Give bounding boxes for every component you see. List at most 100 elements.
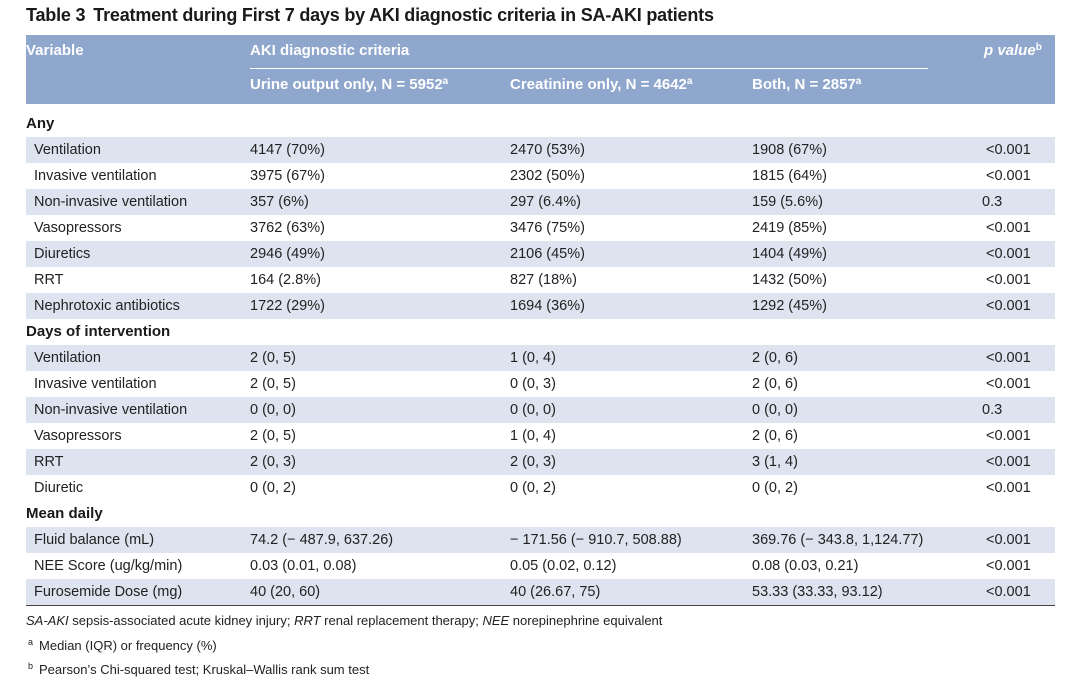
row-label: NEE Score (ug/kg/min) (34, 558, 183, 574)
table-cell: 2419 (85%) (752, 220, 827, 236)
table-cell: 159 (5.6%) (752, 194, 823, 210)
table-cell: 1 (0, 4) (510, 350, 556, 366)
table-cell: 4147 (70%) (250, 142, 325, 158)
table-row: Furosemide Dose (mg) 40 (20, 60) 40 (26.67… (26, 579, 1055, 605)
table-row: RRT 2 (0, 3) 2 (0, 3) 3 (1, 4) <0.001 (26, 449, 1055, 475)
p-value-cell: 0.3 (982, 402, 1003, 418)
table-cell: 0 (0, 3) (510, 376, 556, 392)
table-cell: 40 (26.67, 75) (510, 584, 601, 600)
table-cell: 3975 (67%) (250, 168, 325, 184)
p-value-cell: <0.001 (986, 350, 1031, 366)
table-cell: 0 (0, 2) (752, 480, 798, 496)
header-pvalue-mark: b (1035, 42, 1042, 53)
table-cell: 2302 (50%) (510, 168, 585, 184)
section-heading: Days of intervention (26, 323, 171, 340)
p-value-cell: <0.001 (986, 532, 1031, 548)
p-value-cell: <0.001 (986, 428, 1031, 444)
header-col2-mark: a (686, 76, 693, 87)
table-cell: 0.03 (0.01, 0.08) (250, 558, 357, 574)
table-row: Ventilation 4147 (70%) 2470 (53%) 1908 (67%… (26, 137, 1055, 163)
footnote-text: Median (IQR) or frequency (%) (39, 638, 217, 653)
section-heading: Any (26, 115, 55, 132)
table-cell: 2 (0, 5) (250, 376, 296, 392)
table-header: Variable AKI diagnostic criteria p value… (26, 35, 1055, 104)
table-cell: 3 (1, 4) (752, 454, 798, 470)
row-label: Non-invasive ventilation (34, 194, 188, 210)
p-value-cell: <0.001 (986, 454, 1031, 470)
p-value-cell: <0.001 (986, 220, 1031, 236)
table-cell: 2470 (53%) (510, 142, 585, 158)
header-pvalue: p valueb (984, 42, 1042, 59)
header-col3: Both, N = 2857a (752, 76, 861, 93)
row-label: RRT (34, 454, 64, 470)
table-number: Table 3 (26, 5, 86, 25)
header-variable: Variable (26, 42, 84, 59)
header-col1-text: Urine output only, N = 5952 (250, 76, 443, 93)
table-row: Invasive ventilation 3975 (67%) 2302 (50%)… (26, 163, 1055, 189)
table-cell: 2 (0, 6) (752, 376, 798, 392)
table-cell: 297 (6.4%) (510, 194, 581, 210)
header-pvalue-text: p value (984, 42, 1036, 59)
table-cell: 357 (6%) (250, 194, 309, 210)
table-cell: 3476 (75%) (510, 220, 585, 236)
table-cell: 2946 (49%) (250, 246, 325, 262)
row-label: Ventilation (34, 350, 101, 366)
row-label: Invasive ventilation (34, 376, 157, 392)
row-label: Invasive ventilation (34, 168, 157, 184)
p-value-cell: <0.001 (986, 246, 1031, 262)
table-cell: 827 (18%) (510, 272, 577, 288)
table-cell: 1815 (64%) (752, 168, 827, 184)
table-cell: 1722 (29%) (250, 298, 325, 314)
abbr-text: norepinephrine equivalent (509, 613, 663, 628)
footnote-b: b Pearson’s Chi-squared test; Kruskal–Wal… (26, 661, 369, 677)
row-label: Furosemide Dose (mg) (34, 584, 183, 600)
table-cell: 0.05 (0.02, 0.12) (510, 558, 617, 574)
header-divider (250, 68, 928, 69)
table-row: Vasopressors 2 (0, 5) 1 (0, 4) 2 (0, 6) <0.0… (26, 423, 1055, 449)
table-cell: 1292 (45%) (752, 298, 827, 314)
row-label: Diuretics (34, 246, 91, 262)
table-row: Diuretics 2946 (49%) 2106 (45%) 1404 (49%) <… (26, 241, 1055, 267)
footnote-abbreviations: SA-AKI sepsis-associated acute kidney in… (26, 613, 662, 628)
table-cell: − 171.56 (− 910.7, 508.88) (510, 532, 682, 548)
row-label: Diuretic (34, 480, 84, 496)
row-label: RRT (34, 272, 64, 288)
table-cell: 0 (0, 0) (250, 402, 296, 418)
table-cell: 2 (0, 6) (752, 428, 798, 444)
table-cell: 1404 (49%) (752, 246, 827, 262)
p-value-cell: 0.3 (982, 194, 1003, 210)
footnote-mark: a (28, 637, 34, 647)
table-row: Nephrotoxic antibiotics 1722 (29%) 1694 (3… (26, 293, 1055, 319)
table-caption: Table 3 Treatment during First 7 days by … (26, 5, 714, 26)
table-cell: 0 (0, 0) (510, 402, 556, 418)
table-cell: 2 (0, 5) (250, 428, 296, 444)
p-value-cell: <0.001 (986, 142, 1031, 158)
table-cell: 2 (0, 3) (250, 454, 296, 470)
table-cell: 74.2 (− 487.9, 637.26) (250, 532, 394, 548)
footnote-mark: b (28, 661, 34, 671)
table-cell: 2 (0, 5) (250, 350, 296, 366)
table-cell: 2 (0, 6) (752, 350, 798, 366)
abbr-term: NEE (482, 613, 510, 628)
p-value-cell: <0.001 (986, 168, 1031, 184)
header-col2-text: Creatinine only, N = 4642 (510, 76, 687, 93)
header-col3-text: Both, N = 2857 (752, 76, 856, 93)
table-cell: 164 (2.8%) (250, 272, 321, 288)
table-row: Diuretic 0 (0, 2) 0 (0, 2) 0 (0, 2) <0.001 (26, 475, 1055, 501)
table-row: Ventilation 2 (0, 5) 1 (0, 4) 2 (0, 6) <0.00… (26, 345, 1055, 371)
table-cell: 53.33 (33.33, 93.12) (752, 584, 883, 600)
p-value-cell: <0.001 (986, 480, 1031, 496)
row-label: Non-invasive ventilation (34, 402, 188, 418)
table-cell: 2 (0, 3) (510, 454, 556, 470)
table-row: Non-invasive ventilation 357 (6%) 297 (6.4… (26, 189, 1055, 215)
p-value-cell: <0.001 (986, 376, 1031, 392)
table-cell: 0.08 (0.03, 0.21) (752, 558, 859, 574)
table-cell: 1694 (36%) (510, 298, 585, 314)
header-col2: Creatinine only, N = 4642a (510, 76, 692, 93)
abbr-term: SA-AKI (26, 613, 69, 628)
section-heading: Mean daily (26, 505, 103, 522)
row-label: Nephrotoxic antibiotics (34, 298, 180, 314)
p-value-cell: <0.001 (986, 558, 1031, 574)
row-label: Ventilation (34, 142, 101, 158)
header-col1: Urine output only, N = 5952a (250, 76, 448, 93)
